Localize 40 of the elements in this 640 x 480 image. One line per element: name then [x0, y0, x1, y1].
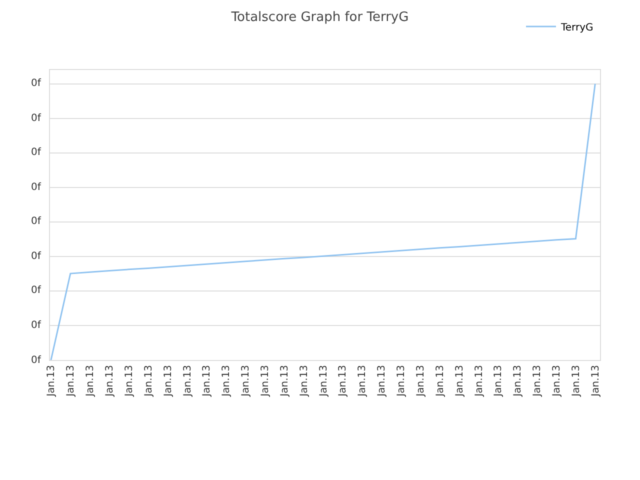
x-tick-label: Jan.13 [493, 365, 504, 398]
x-tick-label: Jan.13 [124, 365, 135, 398]
x-tick-label: Jan.13 [338, 365, 349, 398]
x-tick-label: Jan.13 [552, 365, 563, 398]
x-tick-label: Jan.13 [434, 365, 446, 398]
text: 0f [31, 355, 42, 366]
x-tick-label: Jan.13 [46, 365, 58, 398]
x-tick-label: Jan.13 [415, 365, 426, 398]
x-tick-label: Jan.13 [221, 365, 232, 398]
x-tick-label: Jan.13 [162, 365, 174, 398]
text: 0f [31, 78, 42, 89]
x-tick-label: Jan.13 [240, 365, 252, 398]
text: 0f [31, 216, 42, 227]
x-tick-label: Jan.13 [298, 365, 310, 398]
x-tick-label: Jan.13 [260, 365, 271, 398]
text: 0f [31, 320, 42, 331]
text: 0f [31, 251, 42, 262]
x-tick-label: Jan.13 [474, 365, 485, 398]
x-tick-label: Jan.13 [85, 365, 96, 398]
x-tick-label: Jan.13 [570, 365, 582, 398]
x-tick-label: Jan.13 [143, 365, 154, 398]
x-tick-label: Jan.13 [396, 365, 408, 398]
chart-title: Totalscore Graph for TerryG [230, 10, 409, 26]
x-tick-label: Jan.13 [182, 365, 194, 398]
x-tick-label: Jan.13 [590, 365, 602, 398]
x-tick-label: Jan.13 [66, 365, 77, 398]
x-tick-label: Jan.13 [512, 365, 524, 398]
text: 0f [31, 147, 42, 158]
x-tick-label: Jan.13 [357, 365, 368, 398]
x-tick-label: Jan.13 [104, 365, 116, 398]
text: 0f [31, 113, 42, 124]
x-tick-label: Jan.13 [279, 365, 290, 398]
x-tick-label: Jan.13 [454, 365, 466, 398]
text: 0f [31, 285, 42, 296]
x-tick-label: Jan.13 [202, 365, 213, 398]
x-tick-label: Jan.13 [532, 365, 544, 398]
text: 0f [31, 182, 42, 193]
legend-label: TerryG [560, 22, 594, 34]
x-tick-label: Jan.13 [318, 365, 330, 398]
x-tick-label: Jan.13 [376, 365, 388, 398]
